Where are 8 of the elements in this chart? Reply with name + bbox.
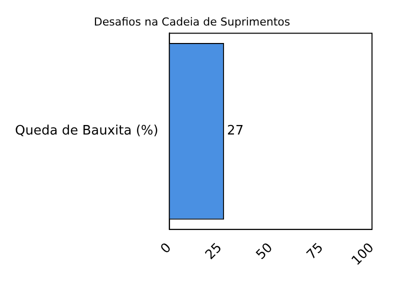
y-tick-label: Queda de Bauxita (%)	[14, 124, 158, 139]
chart-title: Desafios na Cadeia de Suprimentos	[94, 15, 290, 28]
x-tick-label: 75	[304, 240, 327, 263]
data-label: 27	[227, 124, 244, 139]
x-tick-label: 50	[254, 240, 276, 263]
x-tick-label: 25	[202, 240, 226, 263]
x-tick-label: 0	[158, 240, 175, 258]
x-tick-label: 100	[349, 240, 378, 269]
